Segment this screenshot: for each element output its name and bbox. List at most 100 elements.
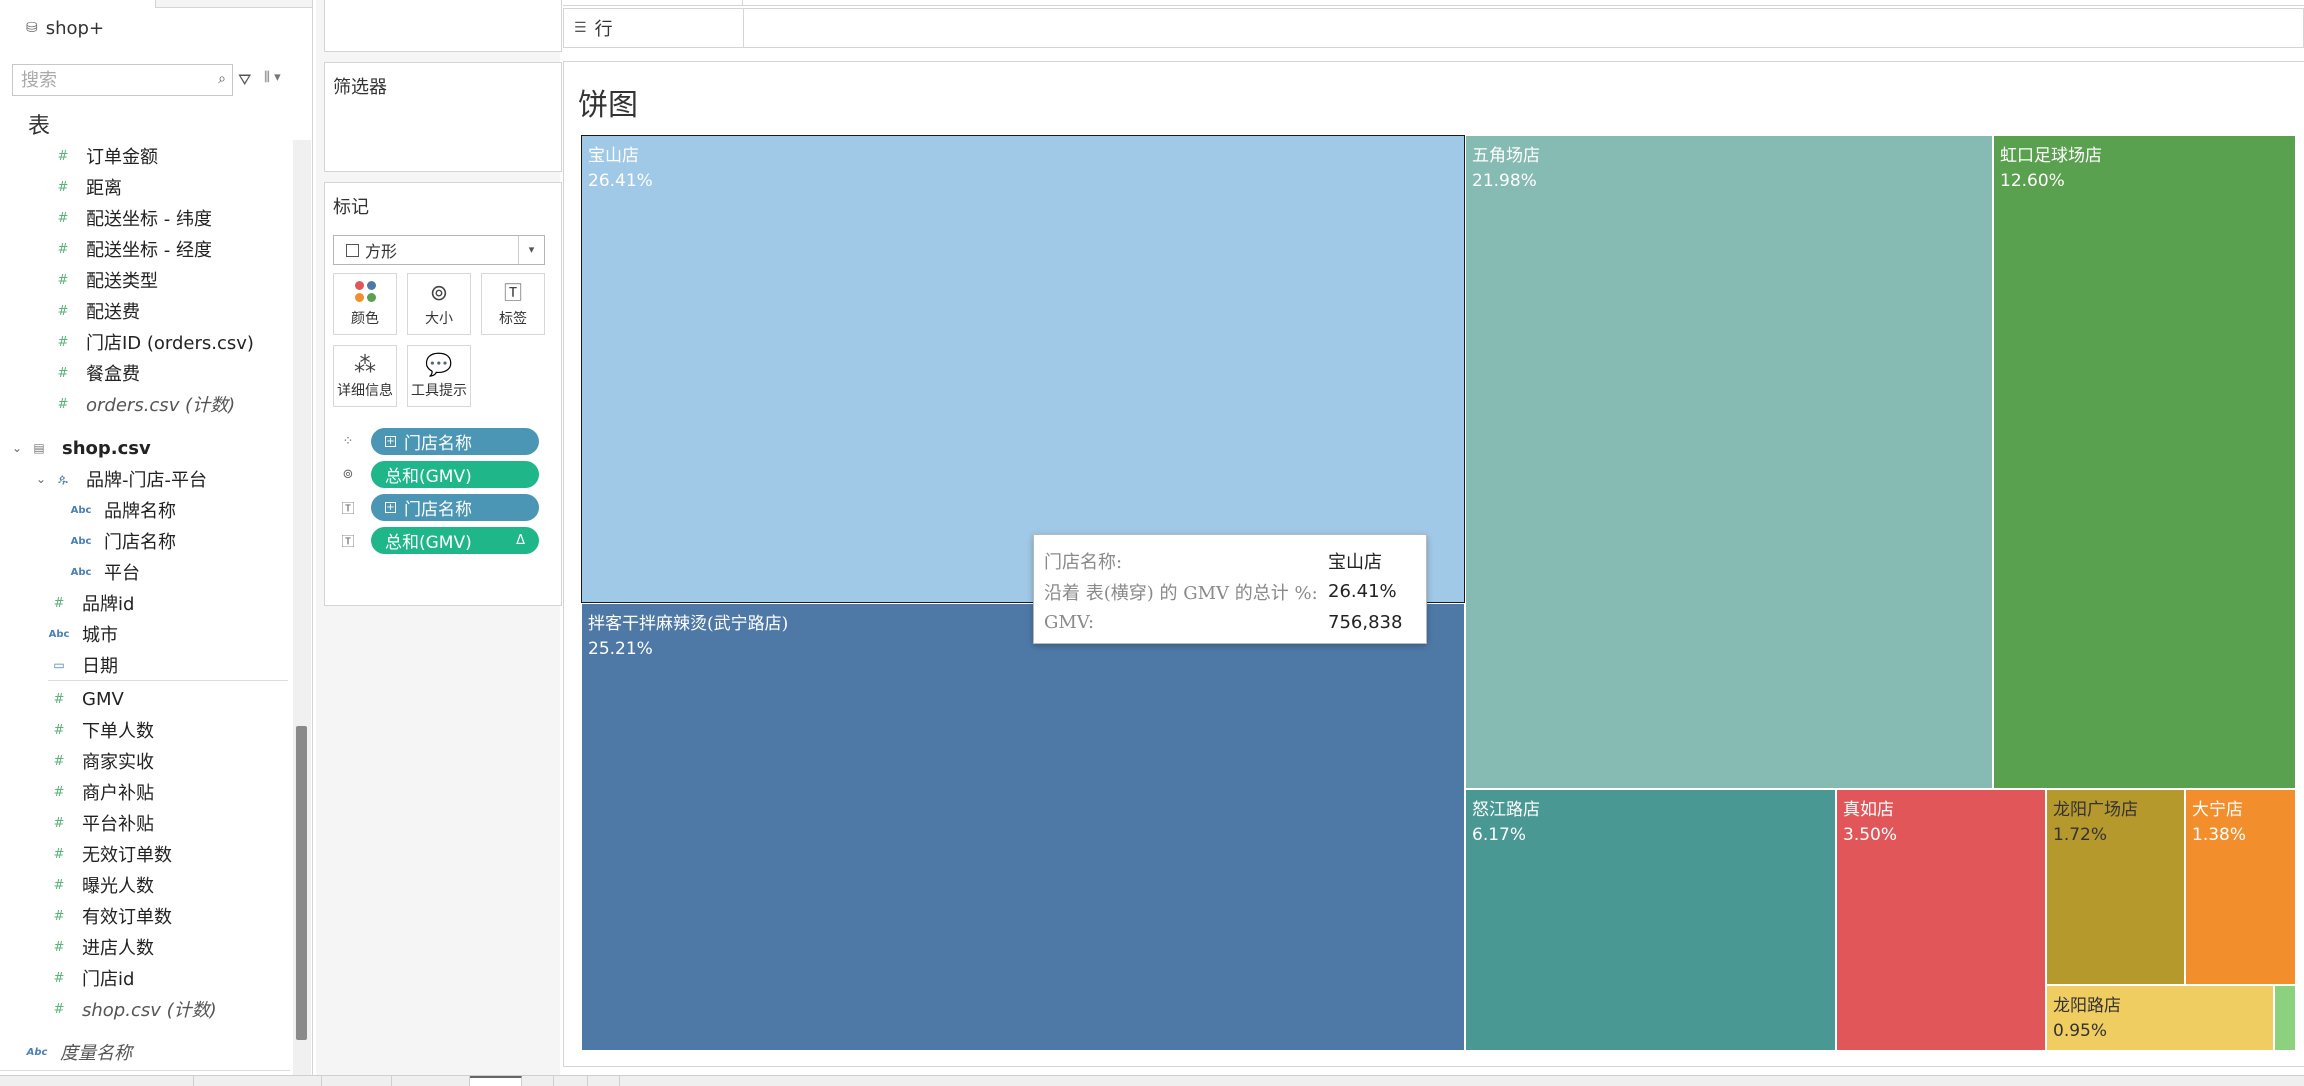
pages-card[interactable] bbox=[324, 0, 562, 52]
collapse-chevron-icon[interactable]: ⌄ bbox=[36, 472, 47, 486]
rows-shelf[interactable]: ☰ 行 bbox=[563, 8, 2304, 48]
pill-store-name-label[interactable]: + 门店名称 bbox=[371, 493, 539, 521]
hierarchy-item[interactable]: ዹ 品牌-门店-平台 bbox=[52, 464, 207, 494]
pane-divider bbox=[0, 1070, 290, 1071]
measure-icon: # bbox=[53, 939, 65, 955]
field-item[interactable]: # 配送坐标 - 纬度 bbox=[52, 203, 212, 233]
color-marks-icon: ⁘ bbox=[342, 433, 354, 449]
treemap-cell[interactable]: 宝山店 26.41% bbox=[581, 135, 1465, 603]
field-item[interactable]: # orders.csv (计数) bbox=[52, 389, 236, 419]
string-icon: Abc bbox=[26, 1046, 48, 1058]
treemap-cell[interactable]: 虹口足球场店 12.60% bbox=[1993, 135, 2296, 789]
filter-icon[interactable]: ⛛ bbox=[238, 70, 252, 89]
color-button[interactable]: 颜色 bbox=[333, 273, 397, 335]
marks-pill-row: 🅃 + 门店名称 bbox=[339, 493, 539, 521]
marks-title: 标记 bbox=[333, 197, 369, 218]
table-shop-csv[interactable]: ▤ shop.csv bbox=[28, 433, 150, 463]
sheet-tab[interactable] bbox=[322, 1076, 392, 1086]
field-item[interactable]: # 配送费 bbox=[52, 296, 140, 326]
field-item[interactable]: Abc 品牌名称 bbox=[70, 501, 176, 522]
marks-pill-row: 🅃 总和(GMV) Δ bbox=[339, 526, 539, 554]
detail-button[interactable]: ⁂ 详细信息 bbox=[333, 345, 397, 407]
sheet-tab[interactable] bbox=[0, 1076, 194, 1086]
viz-title: 饼图 bbox=[578, 88, 638, 123]
data-pane-tab[interactable] bbox=[155, 0, 313, 8]
columns-shelf[interactable] bbox=[563, 0, 2304, 6]
measure-icon: # bbox=[53, 970, 65, 986]
treemap-cell-name: 五角场店 bbox=[1472, 146, 1540, 166]
field-item[interactable]: # 进店人数 bbox=[48, 932, 154, 962]
measure-icon: # bbox=[53, 908, 65, 924]
view-options-icon[interactable]: ⫼ ▾ bbox=[264, 70, 281, 85]
sheet-tab[interactable] bbox=[392, 1076, 470, 1086]
text-label-icon: 🅃 bbox=[504, 283, 522, 304]
treemap-cell[interactable]: 龙阳广场店 1.72% bbox=[2046, 789, 2185, 985]
treemap-cell-name: 龙阳广场店 bbox=[2053, 800, 2138, 820]
field-item[interactable]: # 配送坐标 - 经度 bbox=[52, 234, 212, 264]
field-item[interactable]: # 商户补贴 bbox=[48, 777, 154, 807]
treemap-cell[interactable]: 真如店 3.50% bbox=[1836, 789, 2046, 1051]
treemap-cell[interactable]: 大宁店 1.38% bbox=[2185, 789, 2296, 985]
tooltip-button[interactable]: 💬 工具提示 bbox=[407, 345, 471, 407]
treemap-cell[interactable]: 五角场店 21.98% bbox=[1465, 135, 1993, 789]
treemap-cell[interactable]: 怒江路店 6.17% bbox=[1465, 789, 1836, 1051]
measure-icon: # bbox=[57, 179, 69, 195]
treemap-cell[interactable] bbox=[2274, 985, 2296, 1051]
field-item[interactable]: # 门店id bbox=[48, 963, 135, 993]
date-icon: ▭ bbox=[53, 658, 65, 672]
chevron-down-icon[interactable]: ▾ bbox=[518, 236, 544, 264]
field-item[interactable]: # 门店ID (orders.csv) bbox=[52, 327, 254, 357]
treemap-cell[interactable]: 龙阳路店 0.95% bbox=[2046, 985, 2274, 1051]
search-field[interactable]: ⌕ bbox=[12, 64, 233, 96]
sheet-tab-strip bbox=[0, 1075, 2304, 1086]
measure-icon: # bbox=[57, 272, 69, 288]
size-button[interactable]: ⊚ 大小 bbox=[407, 273, 471, 335]
mark-type-select[interactable]: 方形 ▾ bbox=[333, 235, 545, 265]
treemap-cell-percent: 25.21% bbox=[588, 639, 653, 659]
tables-heading: 表 bbox=[28, 114, 51, 139]
field-item[interactable]: Abc 城市 bbox=[48, 625, 118, 646]
field-item[interactable]: # 订单金额 bbox=[52, 141, 158, 171]
field-item[interactable]: # shop.csv (计数) bbox=[48, 994, 217, 1024]
measure-icon: # bbox=[53, 1001, 65, 1017]
sheet-tab[interactable] bbox=[194, 1076, 322, 1086]
field-item[interactable]: Abc 门店名称 bbox=[70, 532, 176, 553]
field-item-measure-names[interactable]: Abc 度量名称 bbox=[26, 1043, 132, 1064]
field-item[interactable]: # 下单人数 bbox=[48, 715, 154, 745]
label-button[interactable]: 🅃 标签 bbox=[481, 273, 545, 335]
sheet-tab[interactable] bbox=[522, 1076, 554, 1086]
treemap-cell-name: 龙阳路店 bbox=[2053, 996, 2121, 1016]
expand-icon[interactable]: + bbox=[385, 501, 396, 513]
sheet-tab[interactable] bbox=[554, 1076, 588, 1086]
tooltip-row: 沿着 表(横穿) 的 GMV 的总计 %: 26.41% bbox=[1044, 581, 1397, 604]
search-icon[interactable]: ⌕ bbox=[218, 71, 226, 87]
sheet-tab-active[interactable] bbox=[470, 1076, 522, 1086]
measure-icon: # bbox=[53, 753, 65, 769]
field-item[interactable]: # 曝光人数 bbox=[48, 870, 154, 900]
pill-gmv-label[interactable]: 总和(GMV) Δ bbox=[371, 526, 539, 554]
scrollbar-thumb[interactable] bbox=[296, 726, 307, 1040]
field-item[interactable]: # 有效订单数 bbox=[48, 901, 172, 931]
filters-card[interactable]: 筛选器 bbox=[324, 62, 562, 172]
field-item[interactable]: # 平台补贴 bbox=[48, 808, 154, 838]
field-item[interactable]: # 品牌id bbox=[48, 588, 135, 618]
field-item[interactable]: Abc 平台 bbox=[70, 563, 140, 584]
sheet-tab[interactable] bbox=[588, 1076, 620, 1086]
field-item[interactable]: ▭ 日期 bbox=[48, 650, 118, 680]
treemap-cell[interactable]: 拌客干拌麻辣烫(武宁路店) 25.21% bbox=[581, 603, 1465, 1051]
field-item[interactable]: # GMV bbox=[48, 684, 124, 714]
pill-gmv-size[interactable]: 总和(GMV) bbox=[371, 460, 539, 488]
color-dots-icon bbox=[354, 280, 376, 302]
field-item[interactable]: # 配送类型 bbox=[52, 265, 158, 295]
pill-store-name-color[interactable]: + 门店名称 bbox=[371, 427, 539, 455]
collapse-chevron-icon[interactable]: ⌄ bbox=[12, 441, 23, 455]
field-item[interactable]: # 餐盒费 bbox=[52, 358, 140, 388]
search-input[interactable] bbox=[21, 69, 201, 91]
field-item[interactable]: # 商家实收 bbox=[48, 746, 154, 776]
field-item[interactable]: # 距离 bbox=[52, 172, 122, 202]
expand-icon[interactable]: + bbox=[385, 435, 396, 447]
field-item[interactable]: # 无效订单数 bbox=[48, 839, 172, 869]
rows-icon: ☰ bbox=[574, 20, 587, 36]
datasource-row[interactable]: ⛁ shop+ bbox=[26, 16, 104, 40]
measure-icon: # bbox=[57, 210, 69, 226]
